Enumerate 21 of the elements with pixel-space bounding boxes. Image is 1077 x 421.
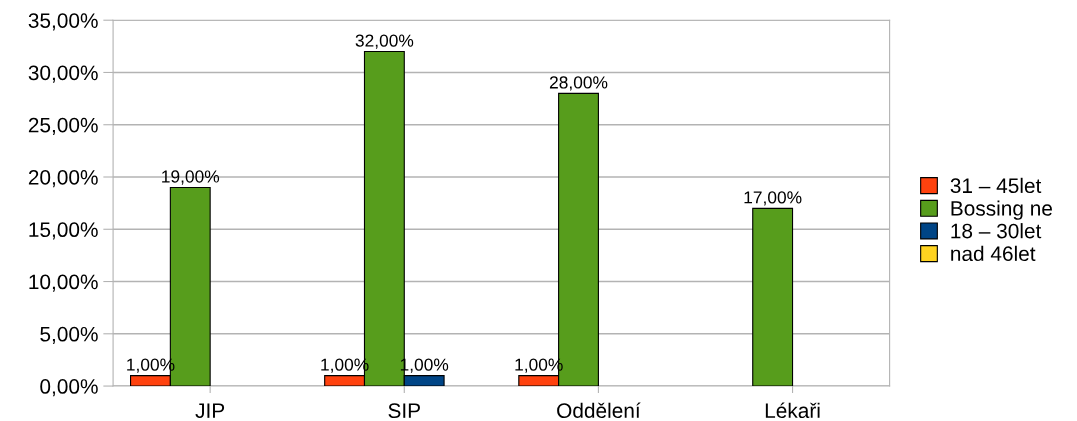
legend-label: Bossing ne xyxy=(951,200,1052,220)
y-tick-label: 5,00% xyxy=(40,326,98,345)
x-tick-label: Oddělení xyxy=(557,402,641,419)
legend-label: 18 – 30let xyxy=(951,223,1042,239)
x-tick-label: SIP xyxy=(388,403,420,419)
y-tick-label: 10,00% xyxy=(29,274,98,292)
data-label: 28,00% xyxy=(549,76,608,91)
y-tick-label: 35,00% xyxy=(28,13,98,31)
y-tick-label: 30,00% xyxy=(28,65,98,83)
y-tick-label: 15,00% xyxy=(29,222,98,240)
bar xyxy=(752,207,794,387)
legend-label: nad 46let xyxy=(951,245,1036,262)
y-tick-label: 20,00% xyxy=(28,170,98,188)
y-tick-label: 25,00% xyxy=(28,117,98,135)
y-tick-label: 0,00% xyxy=(40,379,98,397)
x-tick-label: JIP xyxy=(195,403,225,419)
data-label: 32,00% xyxy=(355,34,414,49)
data-label: 17,00% xyxy=(744,191,802,206)
data-label: 19,00% xyxy=(162,170,220,185)
legend-label: 31 – 45let xyxy=(950,177,1042,194)
x-tick-label: Lékaři xyxy=(765,402,820,419)
